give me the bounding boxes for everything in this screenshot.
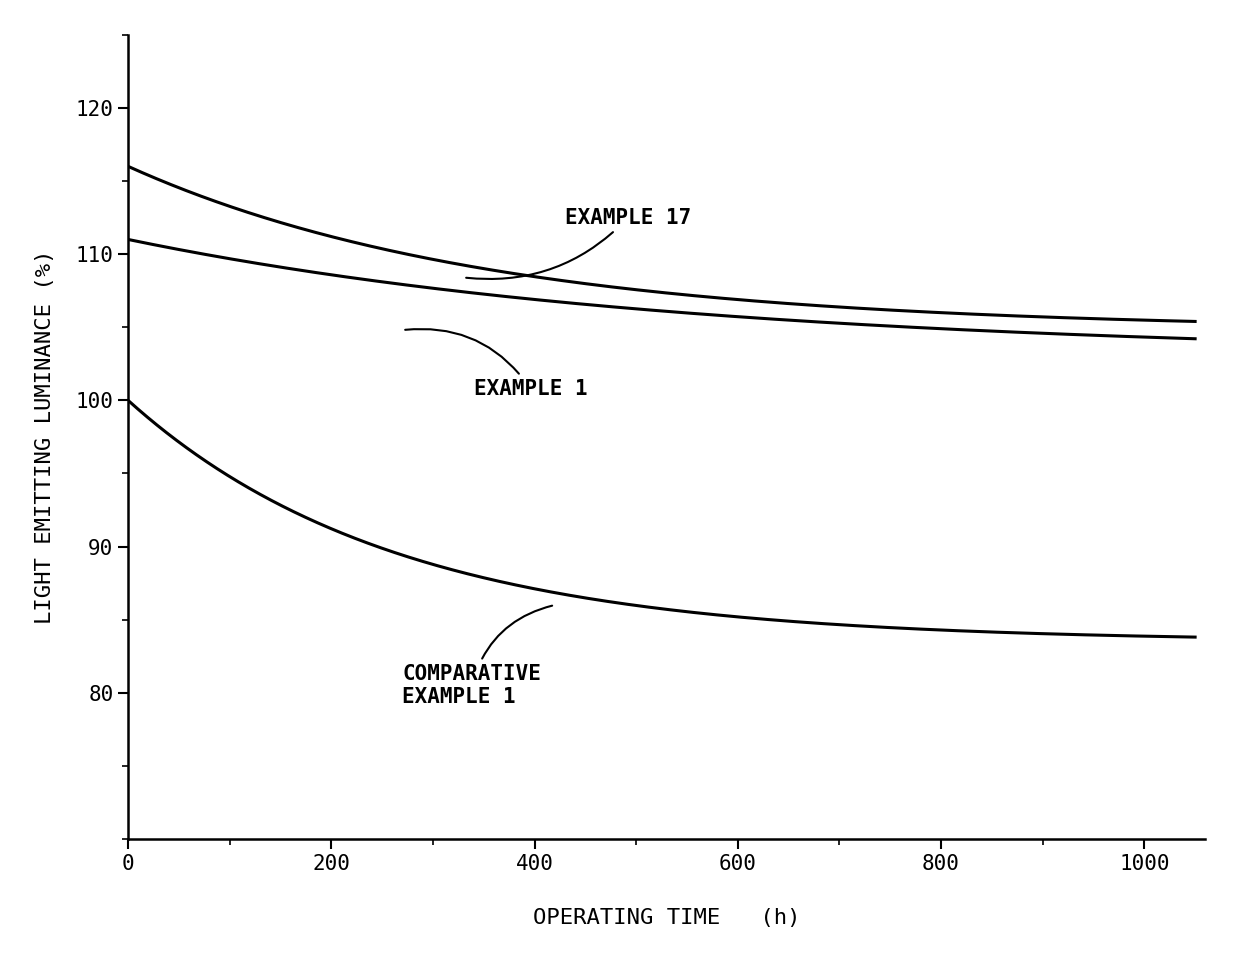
Text: COMPARATIVE
EXAMPLE 1: COMPARATIVE EXAMPLE 1 (403, 606, 552, 707)
Y-axis label: LIGHT EMITTING LUMINANCE (%): LIGHT EMITTING LUMINANCE (%) (35, 249, 55, 624)
Text: EXAMPLE 1: EXAMPLE 1 (405, 329, 588, 399)
X-axis label: OPERATING TIME   (h): OPERATING TIME (h) (533, 908, 800, 928)
Text: EXAMPLE 17: EXAMPLE 17 (466, 207, 691, 279)
